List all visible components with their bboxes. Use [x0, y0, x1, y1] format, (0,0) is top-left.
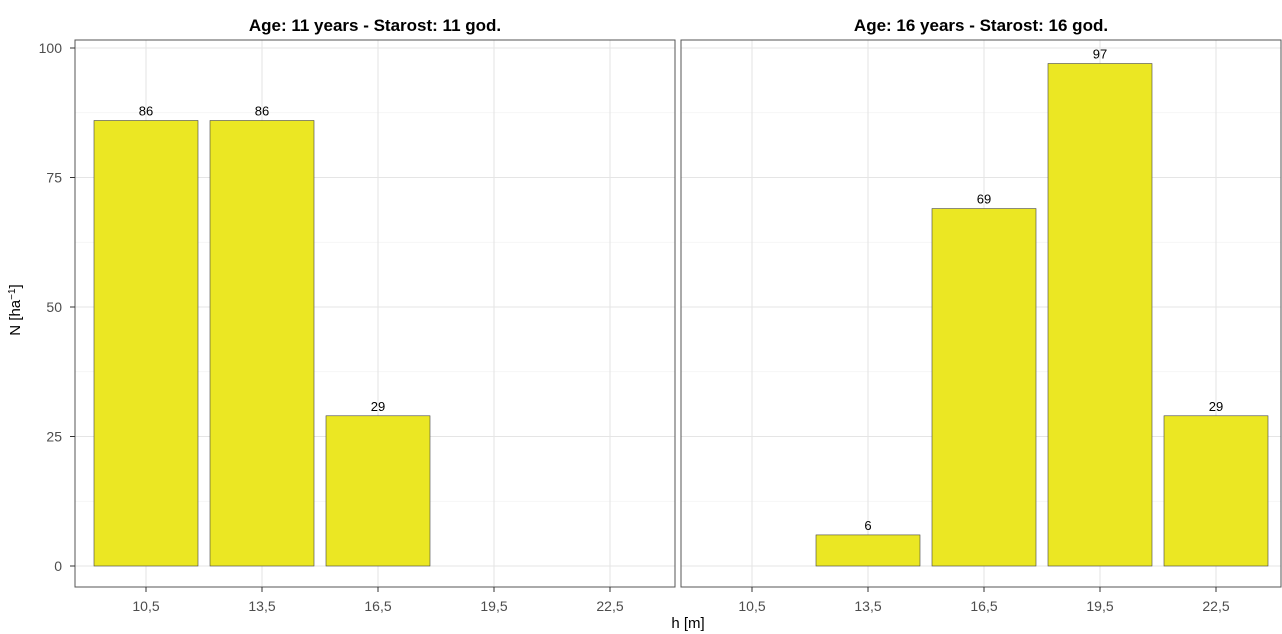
y-tick-label: 100: [39, 40, 63, 56]
x-tick-label: 16,5: [970, 598, 997, 614]
x-tick-label: 19,5: [480, 598, 507, 614]
y-axis-title: N [ha−1]: [7, 284, 25, 335]
panel-2: 6 69 97 29 10,5 13,5 16,5 19,5 22,5 Age: 16 years…: [680, 16, 1282, 614]
x-tick-label: 10,5: [738, 598, 765, 614]
bar-13-5: [209, 120, 315, 567]
x-tick-label: 13,5: [854, 598, 881, 614]
y-tick-label: 25: [46, 429, 62, 445]
x-tick-label: 19,5: [1086, 598, 1113, 614]
bar-10-5: [93, 120, 199, 567]
y-tick-label: 75: [46, 170, 62, 186]
bar-16-5: [325, 415, 431, 567]
x-tick-label: 10,5: [132, 598, 159, 614]
panel-title: Age: 16 years - Starost: 16 god.: [854, 16, 1108, 35]
data-label: 86: [255, 104, 269, 119]
x-tick-label: 13,5: [248, 598, 275, 614]
x-tick-label: 22,5: [1202, 598, 1229, 614]
data-label: 69: [977, 192, 991, 207]
data-label: 29: [371, 399, 385, 414]
y-axis-title-sup: −1: [7, 288, 18, 300]
y-axis: 0 25 50 75 100: [39, 40, 75, 574]
bar-19-5: [1047, 63, 1153, 567]
y-tick-label: 50: [46, 299, 62, 315]
y-axis-title-main: N [ha: [7, 299, 24, 336]
panel-border: [74, 39, 676, 588]
bar-13-5: [815, 534, 921, 567]
y-axis-title-end: ]: [7, 284, 24, 288]
data-label: 29: [1209, 399, 1223, 414]
panel-border: [680, 39, 1282, 588]
bar-16-5: [931, 208, 1037, 567]
data-label: 6: [864, 518, 871, 533]
x-tick-label: 22,5: [596, 598, 623, 614]
x-axis-title: h [m]: [671, 615, 704, 632]
data-label: 97: [1093, 47, 1107, 62]
bar-22-5: [1163, 415, 1269, 567]
panel-title: Age: 11 years - Starost: 11 god.: [249, 16, 501, 35]
data-label: 86: [139, 104, 153, 119]
panel-1: 86 86 29 10,5 13,5 16,5 19,5 22,5 Age: 11 years …: [74, 16, 676, 614]
panels-layer: 86 86 29 10,5 13,5 16,5 19,5 22,5 Age: 11 years …: [74, 16, 1282, 614]
y-tick-label: 0: [54, 558, 62, 574]
x-tick-label: 16,5: [364, 598, 391, 614]
